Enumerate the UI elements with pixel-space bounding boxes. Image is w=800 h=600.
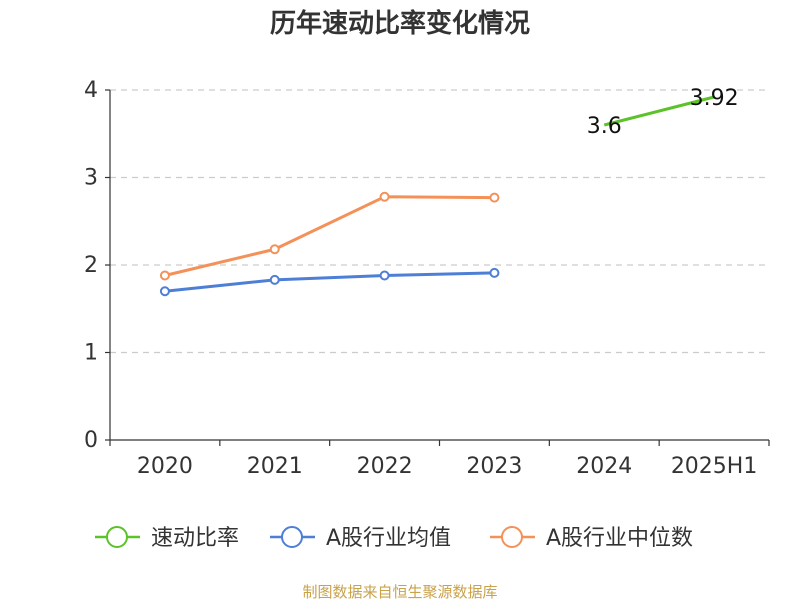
- data-label: 3.92: [690, 86, 739, 111]
- data-point: [379, 191, 390, 202]
- data-point: [379, 270, 390, 281]
- x-tick-label: 2020: [137, 454, 193, 479]
- legend-label: A股行业均值: [326, 526, 451, 551]
- data-point: [159, 286, 170, 297]
- legend-item[interactable]: 速动比率: [95, 526, 239, 551]
- legend-item[interactable]: A股行业中位数: [490, 526, 693, 551]
- legend-marker: [106, 526, 128, 548]
- data-point: [489, 267, 500, 278]
- series-layer: 3.6 3.92: [159, 86, 739, 297]
- data-point: [269, 244, 280, 255]
- data-label: 3.6: [587, 114, 622, 139]
- y-tick-label: 1: [84, 341, 98, 366]
- x-tick-label: 2021: [247, 454, 303, 479]
- series-line-1: [164, 271, 495, 293]
- x-tick-label: 2023: [466, 454, 522, 479]
- series-line-0: [603, 95, 715, 127]
- grid: [110, 89, 769, 354]
- x-tick-label: 2024: [576, 454, 632, 479]
- x-tick-label: 2025H1: [671, 454, 758, 479]
- legend[interactable]: 速动比率 A股行业均值 A股行业中位数: [95, 526, 693, 551]
- chart-title: 历年速动比率变化情况: [270, 8, 530, 39]
- y-tick-label: 3: [84, 166, 98, 191]
- data-point: [159, 270, 170, 281]
- legend-label: 速动比率: [151, 526, 239, 551]
- series-line-2: [164, 195, 495, 277]
- legend-label: A股行业中位数: [546, 526, 693, 551]
- y-tick-label: 4: [84, 78, 98, 103]
- y-tick-label: 2: [84, 253, 98, 278]
- source-note: 制图数据来自恒生聚源数据库: [302, 583, 497, 600]
- y-tick-label: 0: [84, 428, 98, 453]
- axes: 0 1 2 3 4 2020 2021 2022 2023 2024 2025H1: [84, 78, 770, 479]
- data-point: [489, 192, 500, 203]
- legend-marker: [281, 526, 303, 548]
- legend-marker: [501, 526, 523, 548]
- x-tick-label: 2022: [357, 454, 413, 479]
- data-point: [269, 274, 280, 285]
- legend-item[interactable]: A股行业均值: [270, 526, 451, 551]
